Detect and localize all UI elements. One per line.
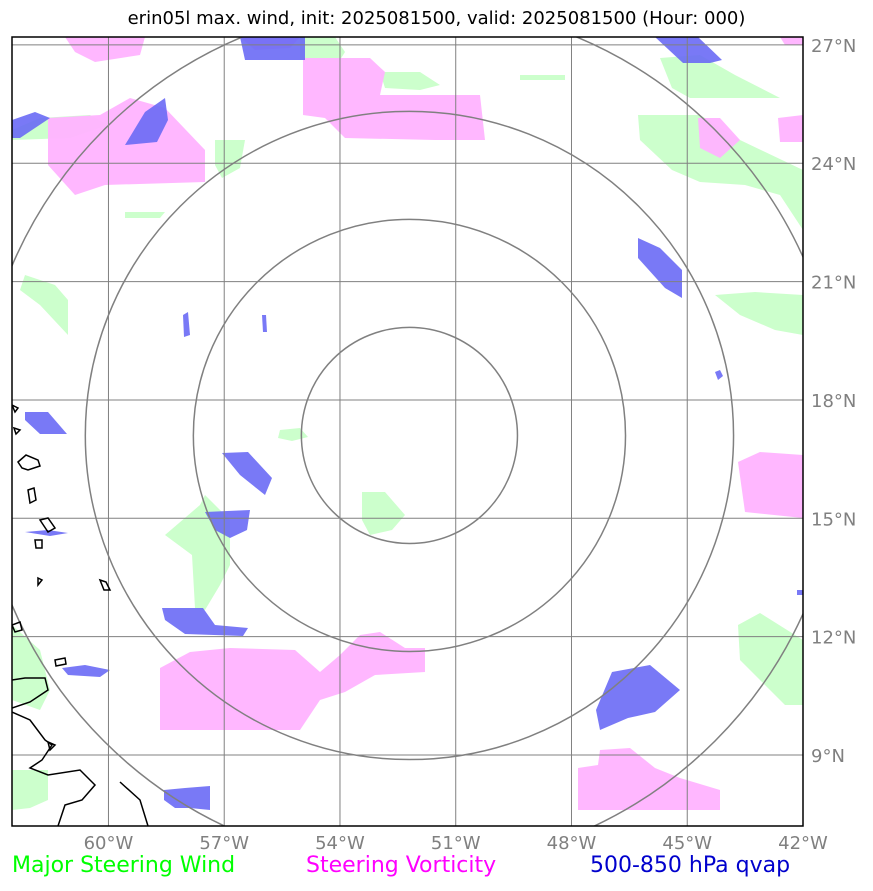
range-ring bbox=[300, 326, 519, 545]
longitude-tick-label: 57°W bbox=[199, 833, 249, 854]
range-rings bbox=[12, 37, 803, 826]
map-frame bbox=[11, 36, 804, 827]
latitude-tick-label: 24°N bbox=[811, 154, 856, 175]
range-ring bbox=[192, 218, 627, 653]
latitude-tick-label: 27°N bbox=[811, 36, 856, 57]
map-title: erin05l max. wind, init: 2025081500, val… bbox=[127, 8, 746, 29]
longitude-tick-label: 54°W bbox=[315, 833, 365, 854]
lat-lon-grid bbox=[12, 37, 803, 826]
longitude-tick-label: 42°W bbox=[778, 833, 828, 854]
latitude-tick-label: 12°N bbox=[811, 628, 856, 649]
latitude-tick-label: 15°N bbox=[811, 509, 856, 530]
longitude-tick-label: 60°W bbox=[84, 833, 134, 854]
longitude-tick-label: 51°W bbox=[431, 833, 481, 854]
legend-steering-wind: Major Steering Wind bbox=[12, 853, 236, 878]
longitude-tick-labels: 60°W 57°W 54°W 51°W 48°W 45°W 42°W bbox=[84, 833, 828, 854]
longitude-tick-label: 45°W bbox=[662, 833, 712, 854]
qvap-layer bbox=[12, 37, 803, 810]
latitude-tick-label: 18°N bbox=[811, 391, 856, 412]
latitude-tick-labels: 27°N 24°N 21°N 18°N 15°N 12°N 9°N bbox=[811, 36, 856, 767]
range-ring bbox=[84, 110, 735, 761]
latitude-tick-label: 21°N bbox=[811, 273, 856, 294]
legend-steering-vorticity: Steering Vorticity bbox=[306, 853, 497, 878]
legend-qvap: 500-850 hPa qvap bbox=[590, 853, 791, 878]
longitude-tick-label: 48°W bbox=[547, 833, 597, 854]
coastline bbox=[12, 404, 149, 826]
latitude-tick-label: 9°N bbox=[811, 746, 845, 767]
